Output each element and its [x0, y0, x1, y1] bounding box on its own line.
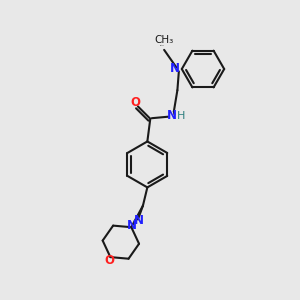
Text: N: N [170, 61, 180, 75]
Text: N: N [167, 109, 176, 122]
Text: methyl: methyl [160, 45, 165, 46]
Text: CH₃: CH₃ [154, 34, 174, 45]
Text: N: N [127, 219, 137, 232]
Text: H: H [177, 111, 185, 121]
Text: O: O [130, 95, 141, 109]
Text: N: N [134, 214, 143, 227]
Text: O: O [104, 254, 114, 267]
